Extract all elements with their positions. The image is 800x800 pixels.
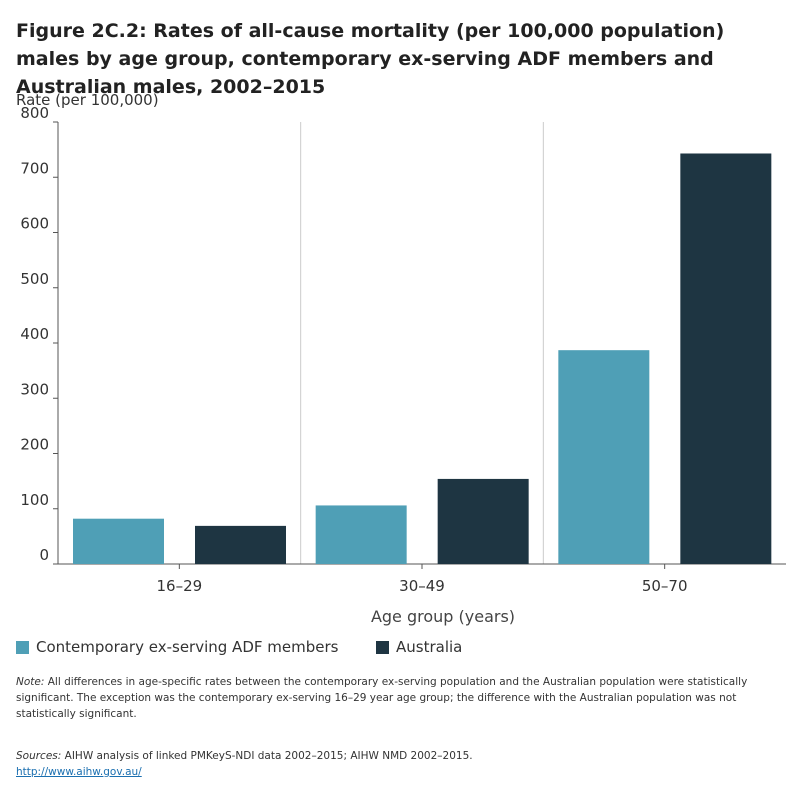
note-text: All differences in age-specific rates be… <box>16 676 748 720</box>
chart-title: Figure 2C.2: Rates of all-cause mortalit… <box>16 20 725 98</box>
legend-label-australia: Australia <box>396 638 463 656</box>
legend-swatch-ex-serving <box>16 640 29 654</box>
y-tick-label: 300 <box>20 380 49 398</box>
y-tick-label: 700 <box>20 159 49 177</box>
x-axis-title: Age group (years) <box>371 607 515 626</box>
legend-item-australia: Australia <box>376 638 462 656</box>
note-label: Note: <box>16 676 45 688</box>
y-tick-label: 200 <box>20 436 49 454</box>
legend-swatch-australia <box>376 640 389 654</box>
sources-label: Sources: <box>16 750 62 762</box>
legend-label-ex-serving: Contemporary ex-serving ADF members <box>36 638 339 656</box>
bar-australia-0 <box>195 525 286 564</box>
y-tick-label: 600 <box>20 215 49 233</box>
sources-text: AIHW analysis of linked PMKeyS-NDI data … <box>61 750 473 762</box>
y-axis-title: Rate (per 100,000) <box>16 91 159 109</box>
x-tick-label: 30–49 <box>399 577 445 595</box>
source-link[interactable]: http://www.aihw.gov.au/ <box>16 766 142 778</box>
bar-chart: 0 100 200 300 400 500 600 700 800 16–29 30–49 50–70… <box>20 104 786 626</box>
x-tick-label: 16–29 <box>156 577 202 595</box>
y-tick-label: 0 <box>39 546 49 564</box>
bar-ex-serving-2 <box>558 350 650 564</box>
y-tick-label: 400 <box>20 325 49 343</box>
bar-australia-2 <box>680 153 772 564</box>
y-tick-label: 800 <box>20 104 49 122</box>
legend-item-ex-serving: Contemporary ex-serving ADF members <box>16 638 338 656</box>
bar-australia-1 <box>437 478 529 564</box>
chart-sources: Sources: AIHW analysis of linked PMKeyS-… <box>16 748 776 780</box>
y-tick-label: 100 <box>20 491 49 509</box>
bar-ex-serving-0 <box>73 518 164 564</box>
chart-note: Note: All differences in age-specific ra… <box>16 674 776 722</box>
x-tick-label: 50–70 <box>642 577 688 595</box>
bar-ex-serving-1 <box>315 505 407 564</box>
y-tick-label: 500 <box>20 270 49 288</box>
